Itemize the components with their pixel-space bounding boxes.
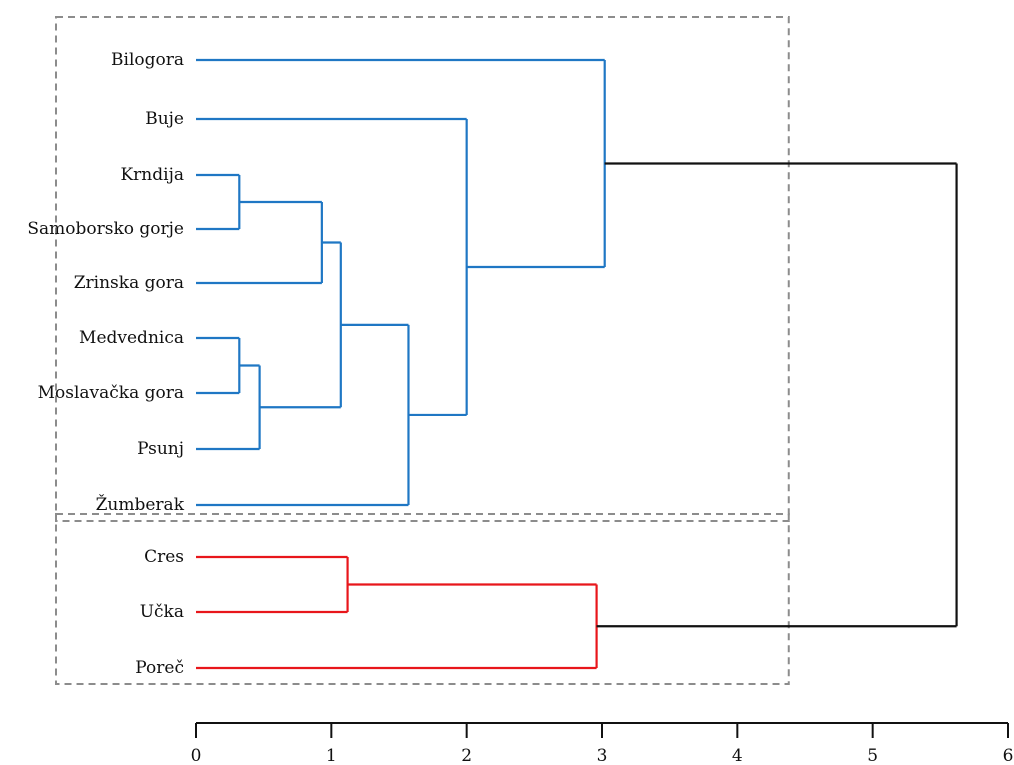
leaf-label-zrinska: Zrinska gora [74,273,184,293]
x-tick-label-1: 1 [326,746,337,765]
x-tick-label-2: 2 [461,746,472,765]
leaf-label-buje: Buje [145,109,184,129]
x-tick-label-6: 6 [1003,746,1014,765]
group-continental-box [55,16,790,522]
leaf-label-porec: Poreč [135,658,184,678]
leaf-label-moslavacka: Moslavačka gora [38,383,184,403]
leaf-label-samoborsko: Samoborsko gorje [27,219,184,239]
x-axis: 0 1 2 3 4 5 6 [191,722,1014,765]
leaf-label-bilogora: Bilogora [111,50,184,70]
leaf-label-ucka: Učka [140,602,184,622]
x-tick-label-4: 4 [732,746,743,765]
leaf-label-zumberak: Žumberak [96,494,185,515]
x-tick-label-0: 0 [191,746,202,765]
group-coastal-box [55,513,790,685]
leaf-label-psunj: Psunj [137,439,184,459]
leaf-labels: Bilogora Buje Krndija Samoborsko gorje Zrins… [27,50,184,678]
leaf-label-medvednica: Medvednica [79,328,184,348]
cluster-group-boxes [55,16,790,685]
x-tick-label-5: 5 [867,746,878,765]
leaf-label-krndija: Krndija [120,165,184,185]
x-tick-label-3: 3 [597,746,608,765]
dendrogram-links [196,58,958,670]
leaf-label-cres: Cres [144,547,184,567]
